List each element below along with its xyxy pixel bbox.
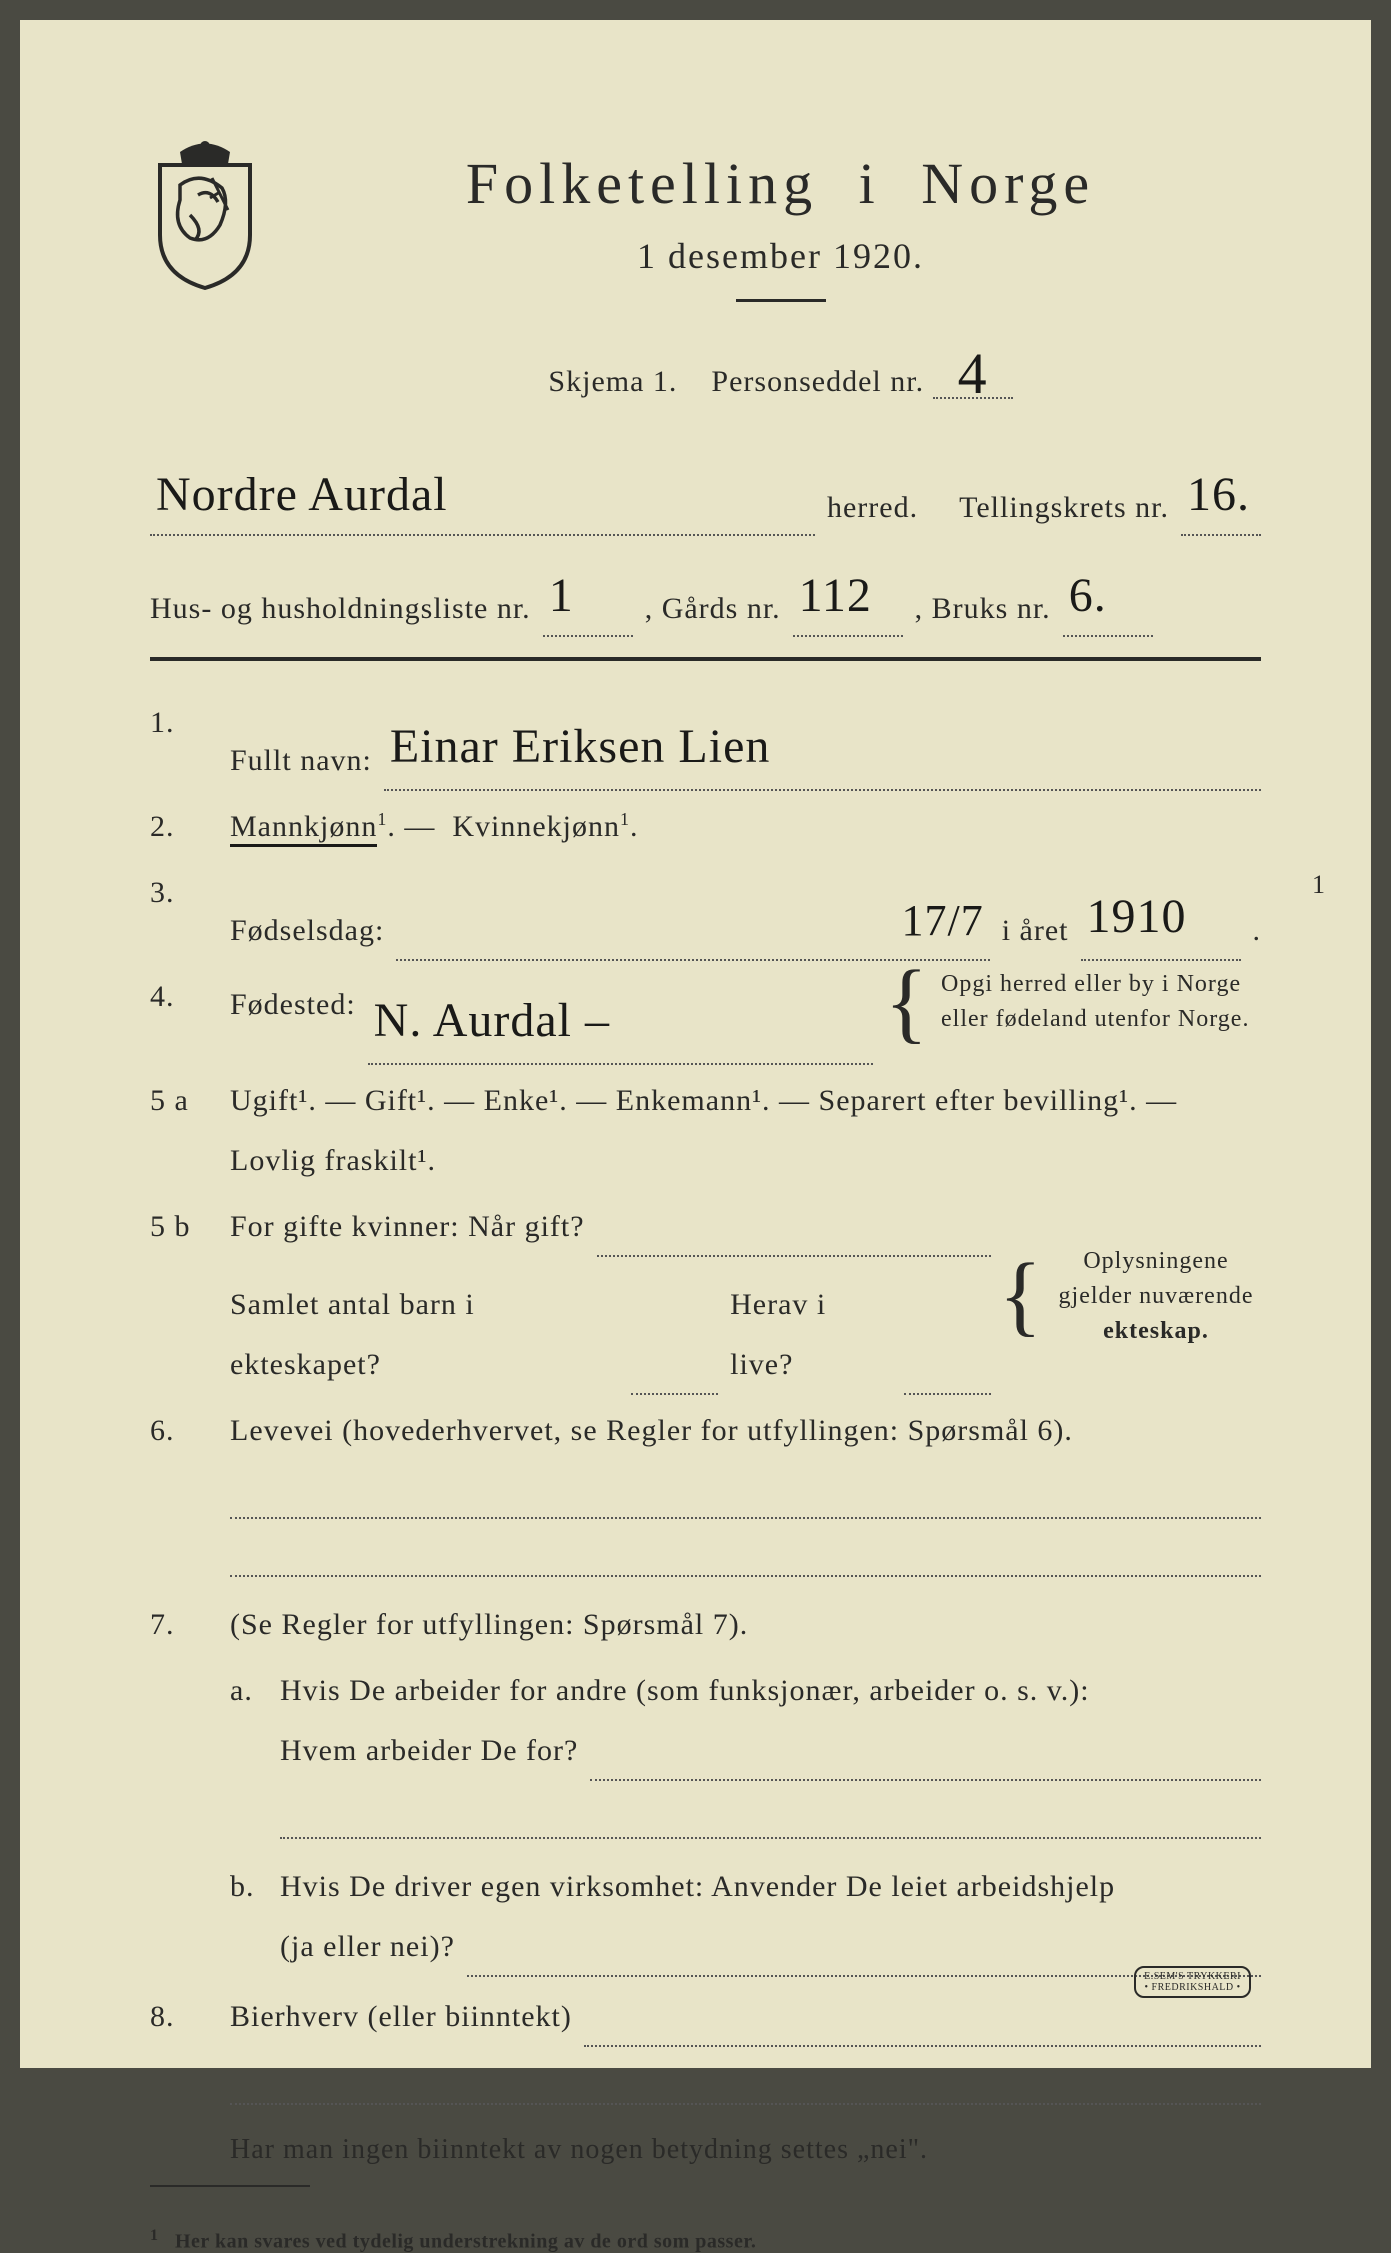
q8-num: 8. — [150, 1987, 230, 2047]
q5a-text: Ugift¹. — Gift¹. — Enke¹. — Enkemann¹. —… — [230, 1084, 1177, 1117]
q8-blank — [230, 2065, 1261, 2105]
q7b-l1: Hvis De driver egen virksomhet: Anvender… — [280, 1857, 1261, 1917]
q4-note-l1: Opgi herred eller by i Norge — [941, 971, 1241, 997]
q5b-num: 5 b — [150, 1197, 230, 1257]
q7a-blank — [280, 1799, 1261, 1839]
hus-label: Hus- og husholdningsliste nr. — [150, 580, 531, 637]
q5b-row: 5 b For gifte kvinner: Når gift? Samlet … — [150, 1197, 1261, 1395]
q3-year-value: 1910 — [1087, 890, 1187, 943]
footnote-rule — [150, 2185, 310, 2187]
q2-sup1: 1 — [377, 809, 387, 829]
q5a-text2: Lovlig fraskilt¹. — [230, 1144, 436, 1177]
q7b-l2: (ja eller nei)? — [280, 1917, 455, 1977]
q5b-l2a: Samlet antal barn i ekteskapet? — [230, 1275, 619, 1395]
q5a-num: 5 a — [150, 1071, 230, 1191]
q6-blank-1 — [230, 1479, 1261, 1519]
q5b-note2: gjelder nuværende — [1059, 1283, 1254, 1309]
main-title: Folketelling i Norge — [300, 150, 1261, 217]
q2-row: 2. Mannkjønn1. — Kvinnekjønn1. — [150, 797, 1261, 857]
q6-row: 6. Levevei (hovederhvervet, se Regler fo… — [150, 1401, 1261, 1461]
personseddel-nr-value: 4 — [958, 341, 988, 406]
footnote-text: Her kan svares ved tydelig understreknin… — [175, 2230, 756, 2252]
herred-label: herred. — [827, 479, 918, 536]
q7b-label: b. — [230, 1857, 280, 1977]
bruks-label: , Bruks nr. — [915, 580, 1051, 637]
q4-note: Opgi herred eller by i Norge eller fødel… — [941, 967, 1261, 1037]
q2-tail: . — [630, 810, 639, 843]
q1-label: Fullt navn: — [230, 731, 372, 791]
margin-mark: 1 — [1312, 870, 1325, 900]
stamp-l2: • FREDRIKSHALD • — [1145, 1982, 1241, 1993]
bruks-value: 6. — [1069, 569, 1107, 622]
q5b-note1: Oplysningene — [1083, 1248, 1228, 1274]
q3-num: 3. — [150, 863, 230, 961]
subtitle: 1 desember 1920. — [300, 235, 1261, 277]
gards-label: , Gårds nr. — [645, 580, 781, 637]
q3-label: Fødselsdag: — [230, 901, 384, 961]
q2-kvinnekjonn: Kvinnekjønn — [452, 810, 620, 843]
q7a-label: a. — [230, 1661, 280, 1781]
hus-value: 1 — [549, 569, 574, 622]
q3-mid: i året — [1002, 901, 1069, 961]
tail-note: Har man ingen biinntekt av nogen betydni… — [230, 2123, 1261, 2176]
q3-day-value: 17/7 — [901, 896, 983, 945]
q6-text: Levevei (hovederhvervet, se Regler for u… — [230, 1401, 1261, 1461]
q7-lead: (Se Regler for utfyllingen: Spørsmål 7). — [230, 1595, 1261, 1655]
title-divider — [736, 299, 826, 302]
section-divider — [150, 657, 1261, 661]
herred-row: Nordre Aurdal herred. Tellingskrets nr. … — [150, 443, 1261, 536]
q5b-note: Oplysningene gjelder nuværende ekteskap. — [1051, 1244, 1261, 1348]
tellingskrets-value: 16. — [1187, 468, 1250, 521]
q2-mannkjonn: Mannkjønn — [230, 810, 377, 847]
q7a-l2: Hvem arbeider De for? — [280, 1721, 578, 1781]
herred-value: Nordre Aurdal — [156, 468, 448, 521]
q2-dash: . — — [387, 810, 435, 843]
skjema-label: Skjema 1. — [548, 365, 677, 398]
hus-row: Hus- og husholdningsliste nr. 1 , Gårds … — [150, 544, 1261, 637]
q3-row: 3. Fødselsdag: 17/7 i året 1910 . — [150, 863, 1261, 961]
q7a-row: a. Hvis De arbeider for andre (som funks… — [230, 1661, 1261, 1781]
header: Folketelling i Norge 1 desember 1920. Sk… — [150, 140, 1261, 413]
q1-value: Einar Eriksen Lien — [390, 720, 771, 773]
q6-num: 6. — [150, 1401, 230, 1461]
footnote: 1 Her kan svares ved tydelig understrekn… — [150, 2227, 1261, 2253]
q6-blank-2 — [230, 1537, 1261, 1577]
gards-value: 112 — [799, 569, 872, 622]
q5b-note3: ekteskap. — [1103, 1318, 1209, 1344]
q2-sup2: 1 — [620, 809, 630, 829]
q3-tail: . — [1253, 901, 1262, 961]
q2-num: 2. — [150, 797, 230, 857]
q5b-l2b: Herav i live? — [730, 1275, 892, 1395]
q4-value: N. Aurdal – — [374, 994, 610, 1047]
coat-of-arms-icon — [150, 140, 260, 290]
census-form-page: Folketelling i Norge 1 desember 1920. Sk… — [20, 20, 1371, 2068]
q7-num: 7. — [150, 1595, 230, 1655]
footnote-marker: 1 — [150, 2227, 159, 2244]
q4-row: 4. Fødested: N. Aurdal – { Opgi herred e… — [150, 967, 1261, 1065]
q7b-row: b. Hvis De driver egen virksomhet: Anven… — [230, 1857, 1261, 1977]
q1-row: 1. Fullt navn: Einar Eriksen Lien — [150, 693, 1261, 791]
q8-row: 8. Bierhverv (eller biinntekt) — [150, 1987, 1261, 2047]
q7a-l1: Hvis De arbeider for andre (som funksjon… — [280, 1661, 1261, 1721]
brace-icon: { — [885, 967, 929, 1039]
personseddel-label: Personseddel nr. — [711, 365, 924, 398]
q8-label: Bierhverv (eller biinntekt) — [230, 1987, 572, 2047]
printer-stamp: E.SEM'S TRYKKERI • FREDRIKSHALD • — [1134, 1966, 1251, 1998]
q1-num: 1. — [150, 693, 230, 791]
skjema-line: Skjema 1. Personseddel nr. 4 — [300, 330, 1261, 399]
q7-row: 7. (Se Regler for utfyllingen: Spørsmål … — [150, 1595, 1261, 1655]
tellingskrets-label: Tellingskrets nr. — [959, 479, 1169, 536]
q4-num: 4. — [150, 967, 230, 1027]
q5a-row: 5 a Ugift¹. — Gift¹. — Enke¹. — Enkemann… — [150, 1071, 1261, 1191]
q4-label: Fødested: — [230, 967, 356, 1035]
q4-note-l2: eller fødeland utenfor Norge. — [941, 1006, 1249, 1032]
brace-icon-2: { — [999, 1260, 1043, 1332]
stamp-l1: E.SEM'S TRYKKERI — [1144, 1971, 1241, 1982]
title-block: Folketelling i Norge 1 desember 1920. Sk… — [300, 140, 1261, 413]
q5b-l1a: For gifte kvinner: Når gift? — [230, 1197, 585, 1257]
